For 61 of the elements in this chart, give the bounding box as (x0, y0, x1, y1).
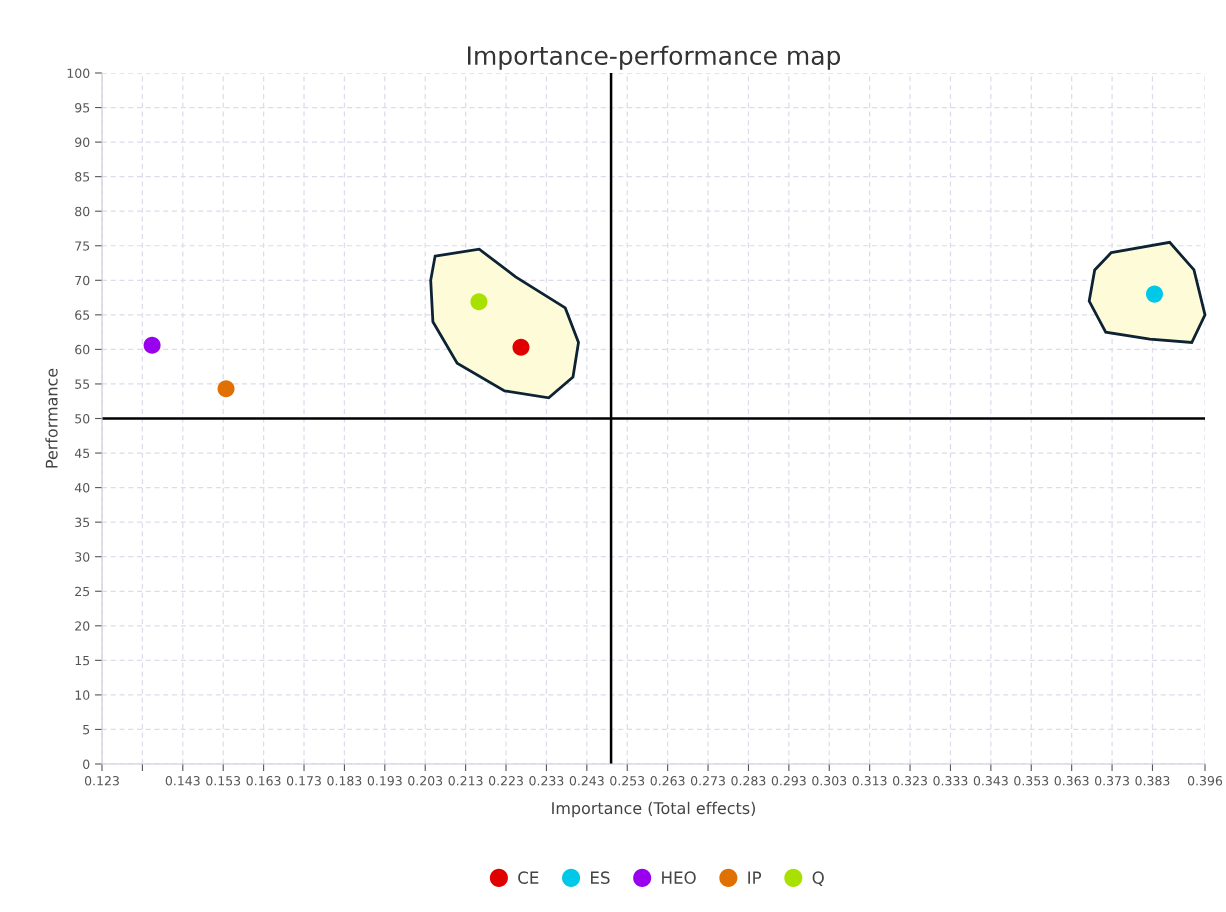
x-tick-label: 0.143 (165, 776, 200, 786)
x-tick-label: 0.396 (1187, 776, 1223, 786)
x-tick-label: 0.243 (569, 776, 604, 786)
y-tick-label: 20 (75, 621, 90, 631)
y-tick-label: 80 (75, 206, 90, 217)
x-tick-label: 0.363 (1054, 776, 1089, 786)
x-tick-label: 0.293 (771, 776, 806, 786)
y-tick-label: 65 (75, 310, 90, 320)
x-tick-label: 0.273 (690, 776, 725, 786)
point (143, 336, 161, 354)
x-tick-label: 0.283 (731, 776, 766, 786)
x-tick-label: 0.163 (246, 776, 281, 786)
x-tick-label: 0.323 (892, 776, 927, 786)
point (470, 293, 488, 311)
legend-label: HEO (662, 871, 696, 884)
point (512, 338, 530, 356)
y-tick-label: 90 (75, 137, 90, 148)
y-tick-label: 10 (75, 690, 90, 700)
y-tick-label: 70 (75, 275, 90, 286)
x-tick-label: 0.153 (206, 776, 241, 786)
x-tick-label: 0.313 (852, 776, 887, 786)
x-tick-label: 0.263 (650, 776, 685, 786)
x-tick-label: 0.353 (1014, 776, 1049, 786)
y-tick-label: 0 (83, 759, 90, 769)
y-tick-label: 45 (74, 448, 90, 458)
point (1145, 285, 1163, 303)
x-tick-label: 0.193 (367, 776, 402, 786)
y-tick-label: 35 (75, 517, 90, 528)
y-tick-label: 40 (74, 483, 90, 493)
x-tick-label: 0.213 (448, 776, 483, 786)
y-tick-label: 75 (75, 241, 90, 251)
legend-label: IP (748, 871, 762, 884)
point (217, 380, 235, 398)
legend-label: CE (518, 871, 539, 884)
y-axis-title: Performance (45, 368, 58, 468)
y-tick-label: 95 (75, 103, 90, 113)
y-tick-label: 30 (75, 552, 90, 562)
y-tick-label: 50 (75, 413, 90, 424)
chart-title: Importance-performance map (468, 45, 841, 70)
x-axis-title: Importance (Total effects) (552, 801, 755, 818)
x-tick-label: 0.123 (84, 776, 119, 786)
y-tick-label: 100 (67, 68, 90, 78)
x-tick-label: 0.343 (973, 776, 1008, 786)
x-tick-label: 0.233 (529, 776, 564, 786)
y-tick-label: 60 (75, 344, 90, 355)
x-tick-label: 0.303 (812, 776, 847, 786)
x-tick-label: 0.223 (488, 776, 523, 786)
legend-label: ES (591, 871, 610, 884)
x-tick-label: 0.333 (933, 776, 968, 786)
y-tick-label: 15 (75, 655, 90, 666)
x-tick-label: 0.373 (1095, 776, 1129, 786)
legend-label: Q (812, 871, 824, 886)
y-tick-label: 55 (75, 379, 90, 389)
x-tick-label: 0.173 (286, 776, 321, 786)
y-tick-label: 25 (75, 586, 90, 597)
y-tick-label: 5 (83, 725, 90, 735)
x-tick-label: 0.203 (408, 776, 443, 786)
x-tick-label: 0.383 (1135, 776, 1170, 786)
y-tick-label: 85 (75, 172, 90, 182)
x-tick-label: 0.183 (327, 776, 362, 786)
x-tick-label: 0.253 (610, 776, 645, 786)
